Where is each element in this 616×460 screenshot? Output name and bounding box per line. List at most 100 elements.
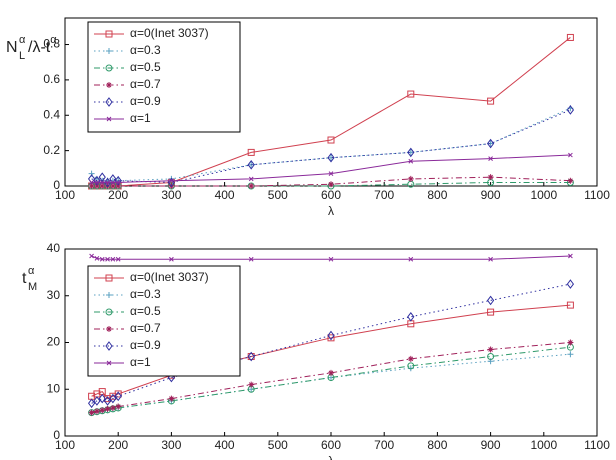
marker: [407, 175, 414, 182]
marker: [103, 396, 112, 406]
legend-label: α=0.7: [130, 77, 161, 91]
marker: [407, 355, 414, 362]
x-tick-label: 400: [215, 188, 235, 202]
x-tick-label: 1100: [584, 438, 610, 452]
marker: [567, 177, 574, 184]
marker: [99, 180, 105, 185]
marker: [407, 147, 415, 158]
marker: [115, 256, 121, 262]
legend-label: α=0.5: [130, 304, 161, 318]
marker: [93, 175, 101, 186]
marker: [407, 90, 415, 98]
marker: [248, 256, 254, 262]
marker: [169, 178, 174, 184]
y-label-sup: α: [28, 265, 35, 277]
marker: [247, 148, 255, 156]
marker: [105, 30, 113, 38]
marker: [88, 183, 95, 189]
marker: [328, 181, 334, 188]
marker: [327, 334, 335, 342]
series-line: [91, 154, 571, 183]
x-axis-label: λ: [328, 204, 334, 218]
marker: [88, 409, 95, 416]
marker: [114, 175, 122, 186]
marker: [115, 183, 122, 189]
series-line: [91, 255, 571, 260]
marker: [566, 279, 575, 289]
y-tick-label: 0: [53, 178, 60, 192]
marker: [247, 159, 255, 170]
marker: [104, 405, 111, 412]
marker: [567, 351, 574, 358]
marker: [106, 326, 112, 332]
legend-box: [87, 265, 241, 377]
marker: [105, 308, 113, 316]
legend-label: α=1: [130, 355, 151, 369]
x-tick-label: 200: [108, 188, 128, 202]
marker: [408, 256, 414, 262]
y-label-base: N: [6, 39, 18, 56]
x-tick-label: 300: [161, 438, 181, 452]
marker: [407, 362, 415, 370]
marker: [327, 136, 335, 144]
marker: [114, 390, 122, 398]
marker: [487, 174, 494, 181]
marker: [89, 253, 94, 259]
marker: [93, 396, 101, 406]
y-label-base: t: [22, 270, 27, 287]
marker: [106, 360, 112, 366]
x-tick-label: 800: [427, 438, 447, 452]
marker: [487, 353, 495, 361]
marker: [247, 351, 255, 362]
marker: [488, 256, 493, 262]
marker: [248, 381, 255, 388]
x-tick-label: 500: [268, 188, 288, 202]
marker: [105, 180, 110, 185]
marker: [106, 82, 112, 88]
x-tick-label: 400: [215, 438, 235, 452]
x-tick-label: 300: [161, 188, 181, 202]
marker: [328, 256, 334, 262]
marker: [109, 392, 117, 400]
legend-label: α=1: [130, 111, 151, 125]
y-tick-label: 40: [47, 241, 61, 255]
marker: [89, 180, 94, 185]
marker: [93, 408, 100, 415]
marker: [168, 395, 175, 402]
y-tick-label: 20: [47, 335, 61, 349]
marker: [109, 183, 116, 189]
x-tick-label: 100: [55, 188, 75, 202]
marker: [110, 256, 116, 262]
marker: [408, 158, 414, 164]
marker: [566, 33, 574, 41]
marker: [109, 404, 116, 411]
y-tick-label: 0.2: [43, 143, 60, 157]
legend-box: [87, 21, 241, 133]
y-label-sub: M: [28, 281, 37, 293]
x-tick-label: 700: [374, 188, 394, 202]
legend-label: α=0(Inet 3037): [130, 270, 209, 284]
y-label-rest: /λ-t: [28, 39, 51, 56]
x-tick-label: 200: [108, 438, 128, 452]
marker: [99, 407, 106, 414]
marker: [98, 393, 106, 404]
y-tick-label: 0: [53, 428, 60, 442]
x-tick-label: 900: [481, 438, 501, 452]
marker: [110, 180, 116, 185]
y-axis-label: Nα L/λ-tα: [6, 34, 57, 62]
marker: [486, 138, 495, 149]
marker: [87, 398, 96, 409]
x-tick-label: 1100: [584, 188, 610, 202]
marker: [106, 116, 112, 122]
marker: [328, 369, 334, 376]
marker: [93, 183, 100, 189]
marker: [566, 301, 574, 309]
marker: [115, 403, 122, 410]
y-tick-label: 0.8: [43, 37, 60, 51]
x-tick-label: 500: [268, 438, 288, 452]
legend-label: α=0.3: [130, 43, 161, 57]
marker: [169, 256, 174, 262]
marker: [327, 152, 335, 163]
y-label-sub: L: [19, 50, 25, 62]
legend-label: α=0(Inet 3037): [130, 26, 209, 40]
